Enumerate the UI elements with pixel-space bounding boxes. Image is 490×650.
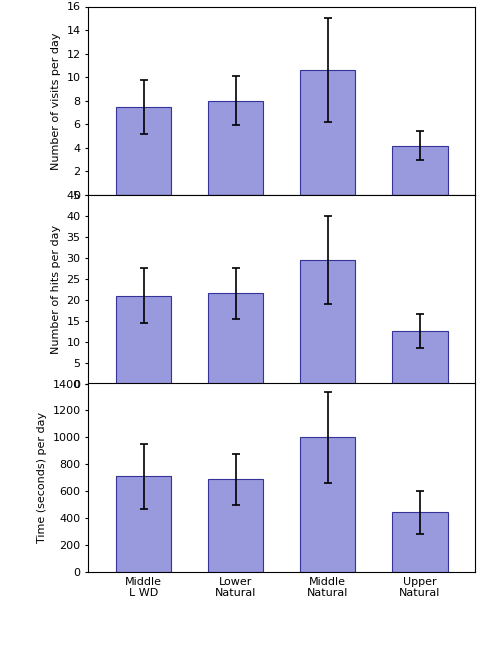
- Bar: [116, 107, 171, 195]
- Bar: [116, 476, 171, 572]
- Bar: [392, 331, 448, 384]
- Bar: [300, 260, 355, 384]
- Bar: [392, 512, 448, 572]
- Bar: [208, 101, 263, 195]
- Bar: [208, 479, 263, 572]
- Bar: [208, 293, 263, 384]
- Y-axis label: Number of visits per day: Number of visits per day: [51, 32, 61, 170]
- Bar: [300, 437, 355, 572]
- Bar: [116, 296, 171, 384]
- Y-axis label: Time (seconds) per day: Time (seconds) per day: [37, 412, 47, 543]
- Bar: [392, 146, 448, 195]
- Bar: [300, 70, 355, 195]
- Y-axis label: Number of hits per day: Number of hits per day: [51, 225, 61, 354]
